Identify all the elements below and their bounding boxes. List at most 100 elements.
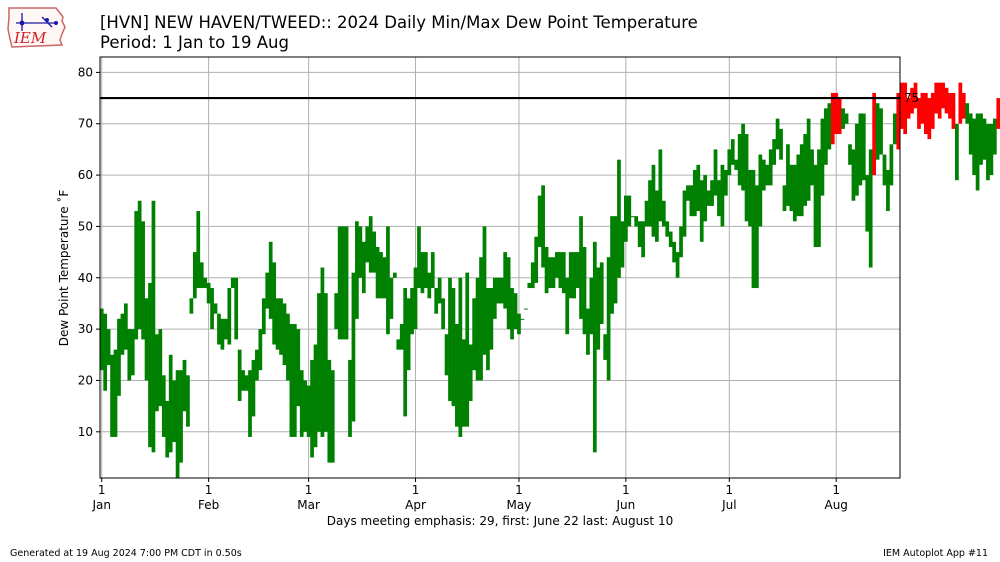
range-bar (755, 185, 759, 289)
range-bar (596, 267, 601, 350)
range-bar (361, 241, 366, 294)
range-bar (465, 272, 470, 427)
range-bar (941, 82, 945, 109)
range-bar (506, 257, 511, 330)
range-bar (617, 159, 621, 278)
range-bar (910, 87, 914, 114)
range-bar (206, 282, 211, 304)
range-bar (503, 252, 508, 309)
x-tick-month-label: Mar (297, 498, 320, 512)
y-tick-label: 60 (78, 168, 93, 182)
x-tick-label: 1 (515, 483, 523, 497)
range-bar (958, 82, 963, 124)
range-bar (972, 118, 976, 176)
range-bar (848, 144, 852, 165)
range-bar (679, 226, 683, 258)
range-bar (930, 92, 935, 129)
range-bar (282, 303, 287, 366)
range-bar (417, 226, 421, 289)
range-bar (658, 149, 663, 222)
range-bar (258, 329, 263, 371)
range-bar (496, 277, 501, 304)
range-bar (927, 98, 932, 140)
range-bar (703, 175, 708, 222)
range-bar (230, 277, 235, 289)
range-bar (920, 92, 925, 124)
range-bar (441, 298, 445, 330)
range-bar (141, 221, 145, 340)
x-tick-label: 1 (725, 483, 733, 497)
x-tick-month-label: Jan (91, 498, 111, 512)
range-bar (192, 252, 197, 299)
range-bar (934, 82, 939, 114)
range-bar (951, 92, 956, 129)
range-bar (251, 359, 256, 417)
range-bar (986, 123, 990, 181)
range-bar (379, 252, 383, 299)
range-bar (689, 185, 694, 217)
range-bar (710, 180, 714, 206)
range-bar (265, 272, 270, 309)
range-bar (486, 288, 490, 371)
range-bar (686, 185, 690, 201)
range-bar (713, 149, 718, 196)
range-bar (810, 149, 814, 186)
range-bar (772, 139, 776, 165)
range-bar (386, 226, 390, 335)
range-bar (948, 92, 952, 119)
y-tick-label: 50 (78, 219, 93, 233)
range-bar (537, 195, 542, 247)
range-bar (189, 298, 194, 314)
range-bar (355, 221, 359, 319)
range-bar (244, 375, 249, 391)
range-bar (730, 139, 735, 165)
range-bar (844, 113, 849, 124)
range-bar (627, 195, 632, 227)
y-tick-label: 70 (78, 117, 93, 131)
range-bar (261, 298, 266, 335)
range-bar (368, 216, 373, 273)
range-bar (527, 282, 532, 289)
range-bar (806, 118, 811, 201)
range-bar (458, 277, 463, 437)
range-bar (351, 272, 356, 422)
range-bar (299, 370, 304, 437)
range-bar (310, 359, 314, 458)
range-bar (744, 134, 749, 222)
range-bar (344, 226, 349, 340)
range-bar (427, 272, 432, 299)
range-bar (858, 113, 863, 186)
range-bar (634, 216, 639, 227)
range-bar (541, 185, 545, 268)
range-bar (534, 236, 539, 283)
range-bar (886, 169, 890, 212)
grid-lines (100, 57, 900, 478)
range-bar (203, 277, 208, 289)
range-bar (348, 359, 352, 437)
range-bar (365, 226, 370, 263)
range-bar (544, 246, 549, 294)
range-bar (644, 200, 649, 227)
range-bar (396, 339, 401, 350)
range-bar (327, 359, 332, 463)
range-bar (796, 154, 801, 217)
range-bar (782, 185, 787, 212)
range-bar (382, 257, 387, 299)
range-bar (565, 277, 570, 335)
range-bar (286, 313, 290, 381)
range-bar (161, 375, 166, 437)
range-bar (130, 329, 135, 376)
range-bar (786, 144, 790, 206)
y-tick-label: 30 (78, 322, 93, 336)
range-bar (699, 180, 704, 242)
range-bar (392, 272, 397, 278)
range-bar (603, 334, 608, 360)
range-bar (151, 200, 156, 453)
range-bar (117, 318, 121, 396)
range-bar (158, 329, 163, 407)
range-bar (292, 323, 297, 437)
range-bar (555, 252, 559, 278)
range-bar (306, 385, 311, 437)
range-bar (475, 277, 480, 381)
